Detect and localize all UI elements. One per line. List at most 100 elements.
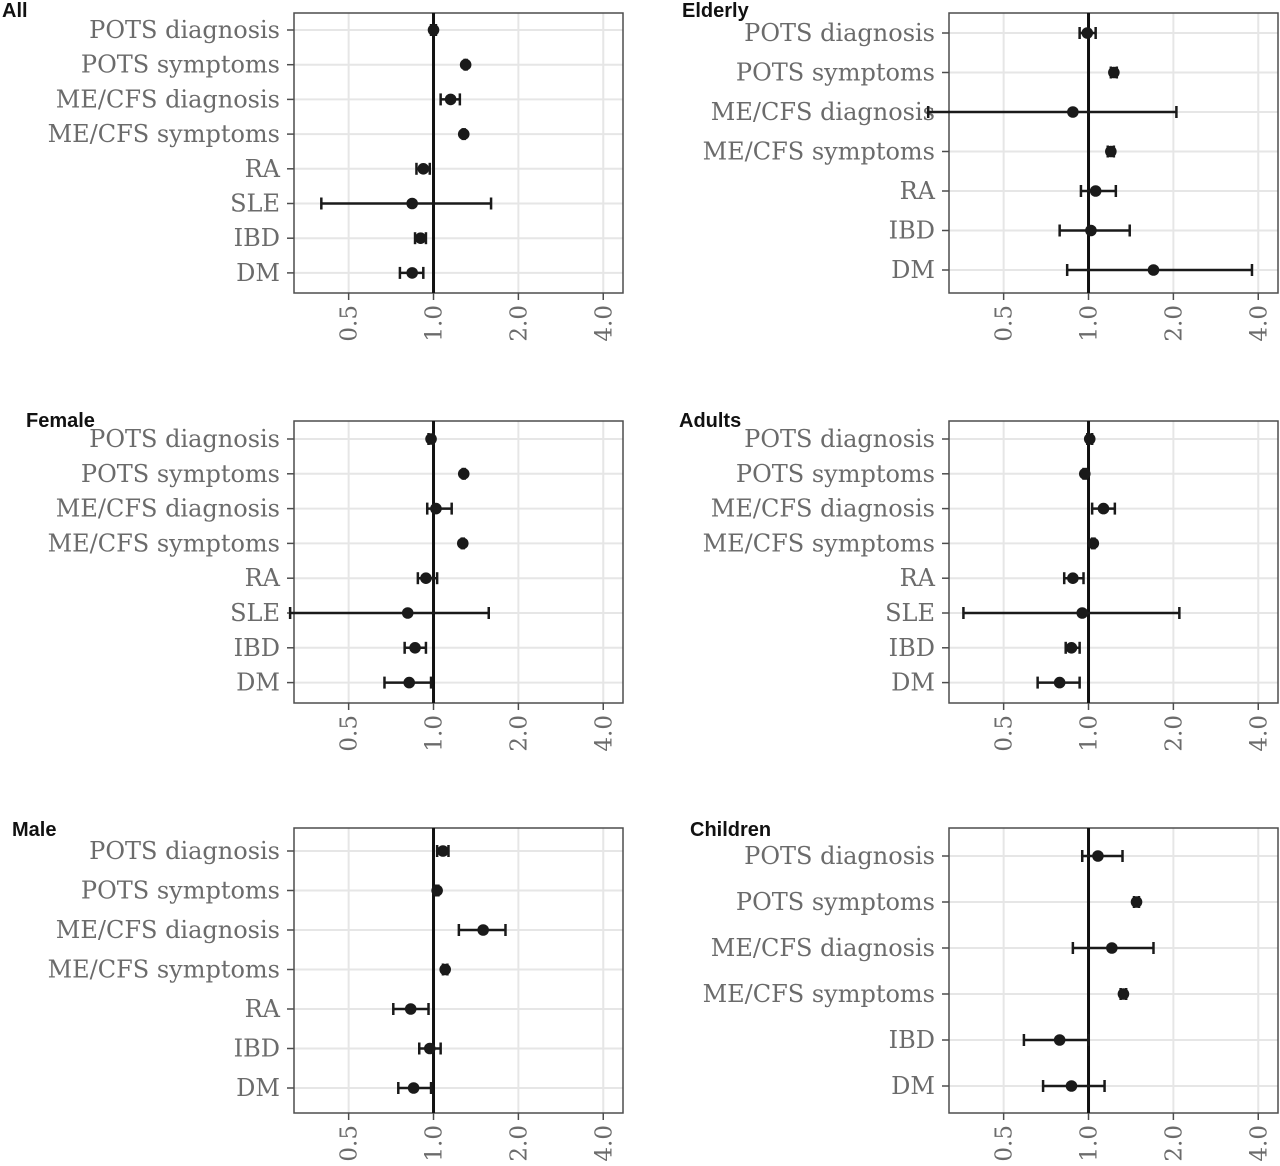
estimate-point (404, 1003, 417, 1015)
x-tick-label: 1.0 (1077, 715, 1103, 752)
category-label: IBD (889, 634, 935, 662)
x-tick-label: 4.0 (591, 1125, 617, 1162)
estimate-point (456, 537, 469, 550)
estimate-point (407, 1082, 420, 1094)
x-tick-label: 2.0 (1161, 305, 1187, 342)
x-tick-label: 2.0 (1161, 1125, 1187, 1162)
estimate-point (1085, 224, 1097, 237)
estimate-point (420, 572, 432, 584)
category-label: POTS diagnosis (744, 425, 935, 453)
estimate-point (1081, 27, 1094, 39)
category-label: ME/CFS diagnosis (56, 495, 280, 523)
category-label: POTS symptoms (81, 460, 280, 488)
estimate-point (459, 58, 472, 71)
category-label: RA (245, 155, 281, 183)
estimate-point (1078, 468, 1091, 480)
x-tick-label: 4.0 (1246, 1125, 1272, 1162)
category-label: DM (891, 256, 935, 284)
category-label: ME/CFS symptoms (703, 980, 935, 1008)
panel-border (948, 12, 1279, 294)
category-label: SLE (885, 599, 935, 627)
x-tick-label: 4.0 (591, 305, 617, 342)
estimate-point (1105, 145, 1117, 158)
category-label: ME/CFS symptoms (48, 529, 280, 557)
panel-title-female: Female (26, 410, 95, 432)
category-label: RA (245, 564, 281, 592)
x-tick-label: 0.5 (992, 1125, 1018, 1162)
category-label: POTS diagnosis (89, 16, 280, 44)
category-label: IBD (889, 1026, 935, 1054)
category-label: ME/CFS diagnosis (56, 916, 280, 944)
category-label: ME/CFS diagnosis (711, 98, 935, 126)
category-label: ME/CFS symptoms (48, 120, 280, 148)
estimate-point (1087, 537, 1100, 550)
estimate-point (1092, 850, 1104, 862)
category-label: DM (891, 669, 935, 697)
panel-border (293, 12, 624, 294)
category-label: SLE (230, 599, 280, 627)
category-label: POTS symptoms (736, 59, 935, 87)
category-label: ME/CFS diagnosis (711, 495, 935, 523)
x-tick-label: 0.5 (337, 715, 363, 752)
estimate-point (430, 502, 442, 515)
estimate-point (1053, 1034, 1066, 1046)
category-label: DM (236, 669, 280, 697)
category-label: IBD (234, 224, 280, 252)
estimate-point (431, 884, 443, 897)
x-tick-label: 2.0 (506, 1125, 532, 1162)
panel-title-male: Male (12, 819, 56, 841)
x-tick-label: 1.0 (422, 715, 448, 752)
x-tick-label: 1.0 (1077, 1125, 1103, 1162)
estimate-point (1147, 264, 1160, 276)
estimate-point (406, 267, 418, 279)
x-tick-label: 4.0 (1246, 305, 1272, 342)
category-label: RA (900, 177, 936, 205)
panel-title-elderly: Elderly (682, 0, 750, 22)
x-tick-label: 4.0 (1246, 715, 1272, 752)
category-label: ME/CFS symptoms (703, 529, 935, 557)
x-tick-label: 0.5 (337, 1125, 363, 1162)
category-label: POTS symptoms (736, 888, 935, 916)
estimate-point (423, 1042, 436, 1055)
category-label: POTS diagnosis (744, 19, 935, 47)
x-tick-label: 0.5 (992, 715, 1018, 752)
estimate-point (437, 845, 449, 857)
estimate-point (414, 232, 427, 244)
category-label: POTS symptoms (736, 460, 935, 488)
category-label: POTS diagnosis (89, 425, 280, 453)
category-label: POTS diagnosis (89, 837, 280, 865)
estimate-point (403, 676, 416, 689)
x-tick-label: 1.0 (422, 305, 448, 342)
category-label: ME/CFS diagnosis (711, 934, 935, 962)
panel-title-children: Children (690, 819, 771, 841)
estimate-point (477, 924, 489, 936)
category-label: POTS symptoms (81, 51, 280, 79)
estimate-point (1108, 66, 1120, 79)
x-tick-label: 2.0 (506, 305, 532, 342)
estimate-point (457, 468, 470, 480)
estimate-point (1083, 433, 1096, 445)
x-tick-label: 2.0 (506, 715, 532, 752)
panel-title-all: All (2, 0, 28, 22)
panel-border (293, 420, 624, 704)
category-label: DM (236, 1074, 280, 1102)
x-tick-label: 4.0 (591, 715, 617, 752)
estimate-point (1053, 676, 1066, 689)
category-label: POTS diagnosis (744, 842, 935, 870)
estimate-point (457, 128, 470, 140)
category-label: SLE (230, 190, 280, 218)
estimate-point (427, 24, 440, 36)
estimate-point (444, 93, 457, 106)
estimate-point (439, 963, 451, 976)
estimate-point (406, 197, 418, 210)
estimate-point (425, 433, 437, 445)
category-label: IBD (234, 1035, 280, 1063)
category-label: DM (891, 1072, 935, 1100)
estimate-point (1130, 896, 1143, 908)
category-label: IBD (889, 217, 935, 245)
estimate-point (1076, 607, 1089, 619)
estimate-point (1065, 642, 1078, 654)
estimate-point (1106, 942, 1118, 954)
panel-border (293, 827, 624, 1114)
